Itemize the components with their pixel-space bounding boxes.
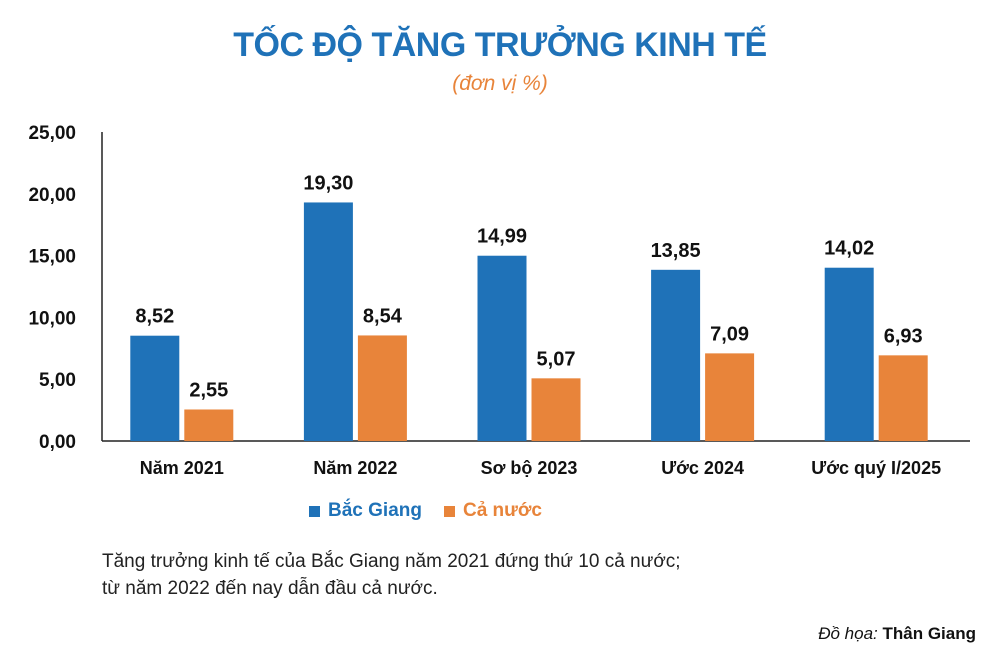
y-tick-label: 25,00 [28, 123, 76, 144]
bar [705, 353, 755, 441]
legend-swatch-ca-nuoc [443, 505, 455, 517]
legend-label-bac-giang: Bắc Giang [328, 500, 422, 521]
y-tick-label: 20,00 [28, 185, 76, 206]
graphic-credit: Đồ họa: Thân Giang [818, 624, 976, 644]
footnote-line-2: từ năm 2022 đến nay dẫn đầu cả nước. [102, 578, 438, 599]
credit-label: Đồ họa: [818, 624, 878, 643]
bar [477, 255, 527, 441]
bar [651, 269, 701, 441]
bar [184, 409, 234, 441]
bar [878, 355, 928, 441]
legend-swatch-bac-giang [309, 505, 320, 517]
y-tick-label: 15,00 [28, 247, 76, 268]
data-label: 7,09 [710, 323, 749, 345]
data-label: 5,07 [537, 348, 576, 370]
data-label: 14,99 [477, 226, 527, 248]
y-tick-label: 0,00 [39, 432, 76, 453]
x-tick-label: Sơ bộ 2023 [481, 458, 578, 478]
chart-title: TỐC ĐỘ TĂNG TRƯỞNG KINH TẾ [233, 26, 767, 64]
x-tick-label: Năm 2022 [313, 458, 397, 478]
x-tick-label: Ước quý I/2025 [811, 458, 941, 478]
legend: Bắc Giang Cả nước [309, 500, 564, 522]
bar [303, 202, 353, 441]
data-label: 8,54 [363, 305, 403, 327]
footnote: Tăng trưởng kinh tế của Bắc Giang năm 20… [102, 548, 681, 602]
data-label: 19,30 [303, 172, 353, 194]
footnote-line-1: Tăng trưởng kinh tế của Bắc Giang năm 20… [102, 551, 681, 572]
data-label: 13,85 [651, 240, 701, 262]
data-label: 8,52 [135, 306, 174, 328]
data-label: 14,02 [824, 238, 874, 260]
data-label: 2,55 [189, 379, 228, 401]
legend-item-ca-nuoc: Cả nước [443, 500, 542, 522]
bar [357, 335, 407, 441]
legend-item-bac-giang: Bắc Giang [309, 500, 422, 522]
x-tick-label: Năm 2021 [140, 458, 224, 478]
bar [130, 335, 180, 441]
legend-label-ca-nuoc: Cả nước [462, 500, 542, 521]
chart-subtitle: (đơn vị %) [452, 72, 548, 95]
bar [531, 378, 581, 441]
credit-author: Thân Giang [882, 624, 977, 643]
x-tick-label: Ước 2024 [661, 458, 744, 478]
bar [824, 267, 874, 441]
y-tick-label: 5,00 [39, 370, 76, 391]
bar-chart: 0,00 5,00 10,00 15,00 20,00 25,00 8,52 2,55 Năm … [28, 123, 970, 478]
data-label: 6,93 [884, 325, 923, 347]
y-tick-label: 10,00 [28, 308, 76, 329]
